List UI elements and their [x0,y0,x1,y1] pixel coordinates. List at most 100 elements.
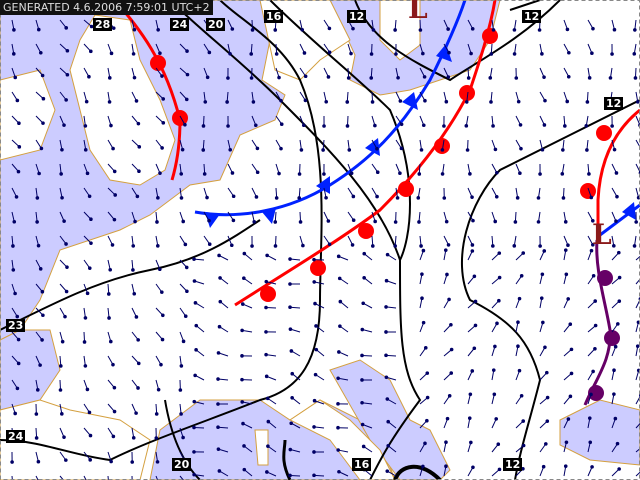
wind-arrow-head [107,100,112,104]
wind-arrow-head [161,97,166,101]
wind-arrow-head [289,349,294,353]
wind-arrow-head [216,377,220,381]
wind-arrow-head [62,123,66,127]
wind-arrow-head [312,473,316,478]
wind-arrow-head [591,26,595,31]
wind-arrow-head [158,171,162,175]
wind-arrow-head [384,375,389,380]
wind-arrow-head [134,411,138,415]
wind-arrow-head [447,297,451,302]
wind-arrow-head [314,324,318,328]
isobar [269,0,411,261]
wind-arrow-head [135,194,140,199]
wind-arrow-head [418,28,423,32]
wind-arrow [107,475,109,480]
wind-arrow-head [83,316,88,320]
wind-arrow-head [443,248,448,252]
wind-arrow-head [337,469,341,474]
wind-arrow-head [336,376,340,381]
wind-arrow-head [180,147,185,152]
wind-arrow-head [419,148,424,152]
ireland [0,69,56,161]
wind-arrow-head [13,411,17,416]
wind-arrow-head [192,279,197,283]
wind-arrow-head [110,243,115,247]
wind-arrow-head [250,244,254,248]
wind-arrow-head [183,122,187,127]
wind-arrow-head [159,362,163,367]
wind-arrow-head [612,244,616,248]
wind-arrow-head [58,388,63,392]
wind-arrow-head [563,220,568,224]
wind-arrow-head [615,441,620,446]
wind-arrow-head [178,388,183,392]
wind-arrow-head [538,244,542,248]
wind-arrow-head [131,436,136,440]
wind-arrow-head [361,301,366,306]
wind-arrow-head [612,147,617,152]
wind-arrow-head [218,299,223,304]
wind-arrow-head [314,347,319,352]
wind-arrow-head [567,50,571,55]
wind-arrow-head [349,171,354,176]
wind-arrow-head [111,26,116,30]
wind-arrow-head [112,409,117,414]
wind-arrow-head [420,296,424,301]
wind-arrow-head [321,148,325,152]
wind-arrow-head [425,371,430,375]
wind-arrow-head [179,364,184,368]
wind-arrow-head [312,450,316,454]
front-triangle [205,212,220,228]
wind-arrow-head [612,27,617,32]
wind-arrow-head [228,147,233,152]
wind-arrow-head [255,146,260,151]
wind-arrow-head [337,276,342,281]
generated-timestamp: GENERATED 4.6.2006 7:59:01 UTC+2 [0,0,213,15]
wind-arrow-head [133,219,137,224]
wind-arrow-head [561,196,566,200]
wind-arrow-head [273,244,278,248]
warm-front-semicircles [150,28,612,302]
wind-arrow-head [201,148,206,152]
wind-arrow-head [137,145,142,149]
wind-arrow-head [65,72,70,77]
wind-arrow-head [591,273,596,278]
wind-arrow-head [137,169,141,174]
wind-arrow-head [184,97,189,102]
wind-arrow-head [569,371,574,376]
wind-arrow-head [449,371,454,375]
wind-arrow-head [274,52,279,56]
wind-arrow-head [240,377,244,382]
wind-arrow-head [467,416,472,420]
isobar-label: 20 [172,458,192,471]
wind-arrow-head [183,242,188,247]
wind-arrow-head [17,145,22,149]
wind-arrow-head [473,323,478,328]
occluded-front-symbols [588,270,620,401]
wind-arrow-head [326,75,331,79]
wind-arrow-head [542,123,547,127]
wind-arrow-head [421,248,426,253]
wind-arrow-head [360,378,364,382]
wind-arrow-head [542,249,547,253]
wind-arrow-head [301,123,306,128]
wind-arrow-head [192,450,196,454]
wind-arrow-head [385,397,390,401]
wind-arrow-head [64,458,68,462]
isobar [461,99,640,480]
isobar-label: 12 [522,10,542,23]
wind-arrow-head [12,28,16,32]
wind-arrow-head [156,196,160,200]
wind-arrow-head [226,124,230,128]
wind-arrow-head [279,146,283,151]
wind-arrow [35,475,39,480]
front-semicircle [150,55,166,71]
wind-arrow-head [324,99,329,104]
wind-arrow-head [158,51,162,55]
wind-arrow-head [265,253,269,258]
wind-arrow-head [566,297,571,301]
wind-arrow-head [36,243,41,248]
wind-arrow-head [327,26,332,31]
wind-arrow-head [60,195,64,200]
wind-arrow-head [111,362,115,367]
